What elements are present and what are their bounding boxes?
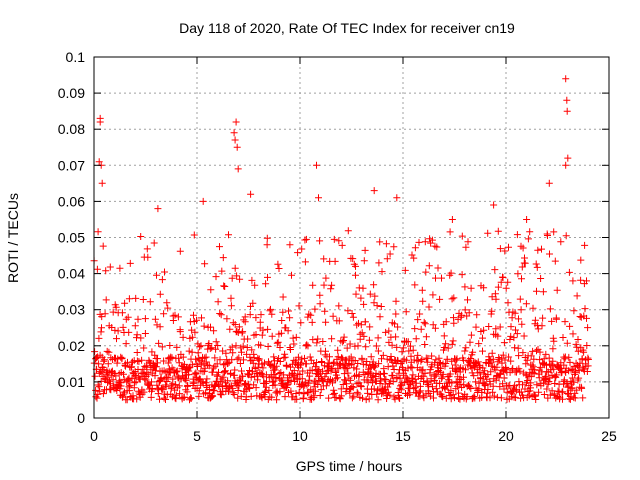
y-tick-label: 0.08 <box>58 121 85 137</box>
x-tick-label: 10 <box>292 428 308 444</box>
y-tick-label: 0.09 <box>58 85 85 101</box>
roti-plus-markers <box>90 75 592 404</box>
data-series-roti <box>90 75 592 404</box>
y-axis-label: ROTI / TECUs <box>5 193 21 283</box>
y-tick-label: 0.01 <box>58 374 85 390</box>
x-axis-label: GPS time / hours <box>296 458 403 474</box>
x-tick-label: 15 <box>395 428 411 444</box>
y-tick-label: 0 <box>77 410 85 426</box>
x-tick-label: 20 <box>498 428 514 444</box>
y-tick-label: 0.1 <box>66 49 86 65</box>
grid-lines <box>94 57 609 418</box>
y-tick-label: 0.02 <box>58 338 85 354</box>
y-tick-label: 0.04 <box>58 266 85 282</box>
chart-title: Day 118 of 2020, Rate Of TEC Index for r… <box>179 20 515 36</box>
x-tick-label: 0 <box>90 428 98 444</box>
y-tick-label: 0.03 <box>58 302 85 318</box>
x-tick-label: 5 <box>193 428 201 444</box>
y-tick-label: 0.05 <box>58 230 85 246</box>
y-tick-label: 0.07 <box>58 157 85 173</box>
axes: 0 0.01 0.02 0.03 0.04 0.05 0.06 0.07 0.08 0.09 0.1… <box>58 49 617 444</box>
x-tick-label: 25 <box>601 428 617 444</box>
y-tick-label: 0.06 <box>58 193 85 209</box>
